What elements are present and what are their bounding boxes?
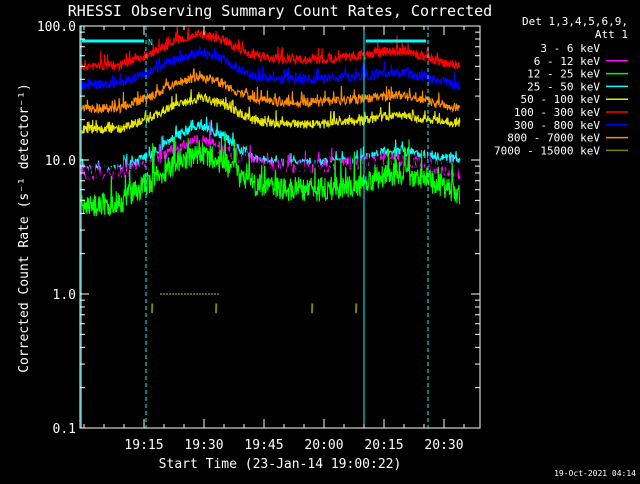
legend-label-3: 25 - 50 keV xyxy=(527,80,600,93)
y-axis-label: Corrected Count Rate (s⁻¹ detector⁻¹) xyxy=(17,83,32,373)
legend-header-line-1: Det 1,3,4,5,6,9, xyxy=(522,15,628,28)
x-axis-label: Start Time (23-Jan-14 19:00:22) xyxy=(159,457,402,472)
series-100-300-keV xyxy=(81,26,460,70)
x-tick-label-0: 19:15 xyxy=(124,438,163,453)
legend-label-6: 300 - 800 keV xyxy=(514,119,600,132)
plot-frame xyxy=(80,26,480,428)
legend-label-7: 800 - 7000 keV xyxy=(507,132,600,145)
legend-label-5: 100 - 300 keV xyxy=(514,106,600,119)
legend-label-1: 6 - 12 keV xyxy=(534,55,601,68)
plot-area: N 0.1 1.0 10.0 100.0 19:15 19:30 19:45 20:00 20:1… xyxy=(37,20,480,453)
x-tick-label-3: 20:00 xyxy=(304,438,343,453)
legend-label-8: 7000 - 15000 keV xyxy=(494,144,600,157)
legend-header-line-2: Att 1 xyxy=(595,28,628,41)
series-7000-15000-keV xyxy=(152,294,356,313)
y-tick-label-1: 1.0 xyxy=(53,288,76,303)
chart-title: RHESSI Observing Summary Count Rates, Co… xyxy=(68,2,492,20)
top-bar-marker-label: N xyxy=(148,38,153,47)
y-tick-label-0: 0.1 xyxy=(53,422,76,437)
footer-timestamp: 19-Oct-2021 04:14 xyxy=(554,469,636,478)
legend-label-4: 50 - 100 keV xyxy=(521,93,601,106)
x-tick-label-2: 19:45 xyxy=(244,438,283,453)
y-tick-label-2: 10.0 xyxy=(45,154,76,169)
y-tick-label-3: 100.0 xyxy=(37,20,76,35)
legend-label-2: 12 - 25 keV xyxy=(527,68,600,81)
series-line-100-300-keV xyxy=(81,26,460,70)
x-tick-label-5: 20:30 xyxy=(424,438,463,453)
x-tick-label-4: 20:15 xyxy=(364,438,403,453)
x-tick-label-1: 19:30 xyxy=(184,438,223,453)
legend-label-0: 3 - 6 keV xyxy=(540,42,600,55)
